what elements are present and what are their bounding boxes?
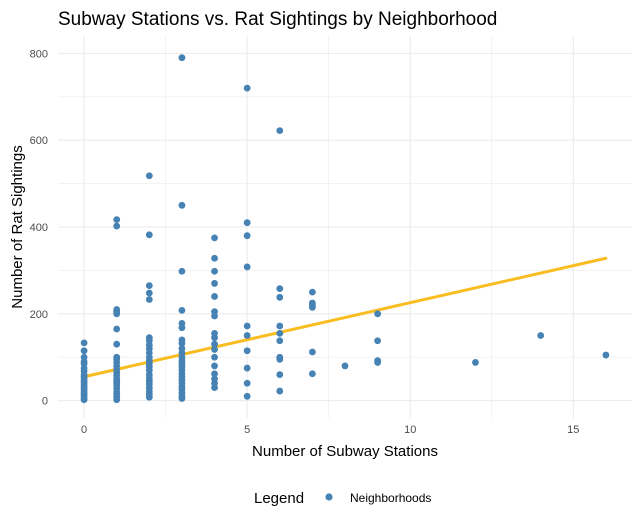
data-point [243, 219, 251, 227]
data-point [308, 303, 316, 311]
y-tick-label: 400 [30, 222, 48, 234]
data-point [211, 234, 218, 242]
data-point [113, 222, 121, 230]
data-point [243, 347, 251, 355]
data-point [211, 293, 218, 300]
data-point [178, 201, 186, 209]
data-point [113, 310, 121, 318]
data-point [211, 384, 218, 392]
y-tick-label: 0 [42, 396, 48, 408]
data-point [276, 127, 284, 135]
data-point [211, 346, 218, 353]
data-point [243, 364, 251, 372]
data-point [145, 231, 153, 239]
data-point [145, 282, 153, 290]
data-point [276, 293, 284, 301]
data-point [341, 362, 349, 370]
y-axis-title: Number of Rat Sightings [9, 145, 26, 308]
data-point [211, 353, 218, 361]
data-point [308, 288, 316, 296]
x-tick-label: 15 [567, 424, 579, 436]
data-point [145, 172, 153, 180]
data-point [243, 232, 251, 240]
data-point [243, 263, 251, 271]
data-point [211, 312, 218, 320]
data-point [243, 392, 251, 400]
data-point [276, 371, 284, 378]
data-point [178, 267, 186, 275]
data-point [276, 322, 284, 330]
x-tick-label: 5 [244, 424, 250, 436]
x-tick-label: 0 [81, 424, 87, 436]
data-point [243, 379, 251, 387]
data-point [276, 329, 284, 337]
y-tick-label: 200 [30, 309, 48, 321]
data-point [178, 395, 186, 402]
data-point [145, 289, 153, 297]
data-point [211, 334, 218, 342]
tick-labels: 0 5 10 15 0 200 400 600 800 [30, 48, 580, 436]
y-tick-label: 600 [30, 135, 48, 147]
data-point [211, 362, 218, 370]
trend-line [82, 256, 608, 379]
data-points [80, 54, 610, 404]
y-tick-label: 800 [30, 48, 48, 60]
x-axis-title: Number of Subway Stations [252, 443, 438, 460]
data-point [243, 322, 251, 330]
data-point [211, 370, 218, 378]
data-point [472, 359, 479, 366]
legend-label-neighborhoods: Neighborhoods [350, 491, 431, 505]
data-point [113, 396, 121, 404]
data-point [80, 339, 88, 347]
gridlines [58, 36, 632, 418]
data-point [276, 387, 284, 395]
data-point [276, 337, 284, 345]
chart-title: Subway Stations vs. Rat Sightings by Nei… [58, 9, 497, 30]
data-point [374, 310, 382, 318]
legend: Legend Neighborhoods [254, 490, 431, 507]
data-point [211, 280, 218, 287]
data-point [145, 393, 153, 401]
data-point [308, 348, 316, 356]
data-point [602, 351, 610, 359]
data-point [80, 347, 88, 355]
data-point [276, 355, 284, 363]
data-point [374, 337, 382, 345]
data-point [145, 296, 153, 303]
x-tick-label: 10 [404, 424, 416, 436]
data-point [211, 340, 218, 348]
data-point [178, 324, 186, 332]
legend-key-neighborhoods [325, 493, 333, 501]
data-point [276, 285, 284, 293]
data-point [113, 325, 121, 333]
legend-title: Legend [254, 490, 304, 507]
data-point [243, 332, 251, 339]
trend-line-group [82, 256, 608, 379]
data-point [113, 216, 121, 224]
data-point [80, 396, 88, 404]
data-point [537, 332, 545, 339]
data-point [211, 267, 218, 275]
data-point [308, 370, 316, 378]
data-point [211, 254, 218, 262]
data-point [374, 359, 382, 366]
data-point [178, 339, 186, 347]
data-point [113, 340, 121, 348]
data-point [243, 84, 251, 92]
data-point [178, 306, 186, 314]
data-point [178, 54, 186, 62]
